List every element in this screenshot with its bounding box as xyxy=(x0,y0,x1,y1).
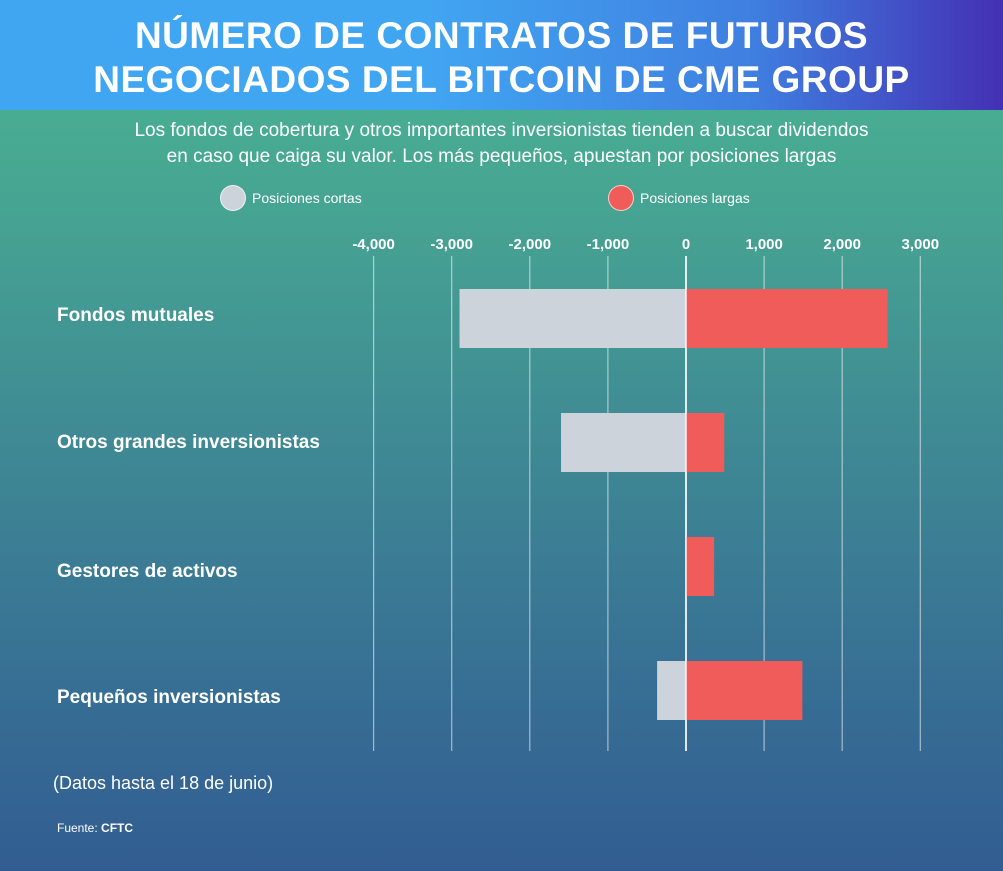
x-tick-label: 2,000 xyxy=(823,236,861,253)
chart-title: NÚMERO DE CONTRATOS DE FUTUROS NEGOCIADO… xyxy=(0,14,1003,102)
chart-subtitle: Los fondos de cobertura y otros importan… xyxy=(0,118,1003,170)
header-banner: NÚMERO DE CONTRATOS DE FUTUROS NEGOCIADO… xyxy=(0,0,1003,110)
bar-short xyxy=(561,413,686,472)
subtitle-line-2: en caso que caiga su valor. Los más pequ… xyxy=(166,146,837,167)
bar-long xyxy=(686,661,803,720)
legend-item-short: Posiciones cortas xyxy=(220,184,362,212)
bar-long xyxy=(686,413,725,472)
bar-short xyxy=(657,661,686,720)
category-label: Fondos mutuales xyxy=(57,305,215,326)
source-credit: Fuente: CFTC xyxy=(57,821,133,835)
title-line-2: NEGOCIADOS DEL BITCOIN DE CME GROUP xyxy=(93,59,910,100)
x-tick-label: -3,000 xyxy=(430,236,473,253)
legend-label-long: Posiciones largas xyxy=(640,190,750,206)
data-date-note: (Datos hasta el 18 de junio) xyxy=(53,773,274,793)
bar-long xyxy=(686,289,888,348)
category-label: Pequeños inversionistas xyxy=(57,687,281,708)
legend-swatch-short xyxy=(220,185,246,211)
x-tick-label: 0 xyxy=(682,236,690,253)
x-tick-label: -4,000 xyxy=(352,236,395,253)
x-tick-label: 3,000 xyxy=(902,236,940,253)
x-tick-label: -2,000 xyxy=(509,236,552,253)
legend-swatch-long xyxy=(608,185,634,211)
legend-label-short: Posiciones cortas xyxy=(252,190,362,206)
source-prefix: Fuente: xyxy=(57,821,98,835)
title-line-1: NÚMERO DE CONTRATOS DE FUTUROS xyxy=(134,15,869,56)
category-label: Gestores de activos xyxy=(57,561,238,582)
source-name: CFTC xyxy=(101,821,134,835)
category-label: Otros grandes inversionistas xyxy=(57,432,320,453)
bar-long xyxy=(686,537,715,596)
subtitle-line-1: Los fondos de cobertura y otros importan… xyxy=(134,120,869,141)
x-tick-label: 1,000 xyxy=(745,236,783,253)
bar-short xyxy=(459,289,686,348)
legend-item-long: Posiciones largas xyxy=(608,184,750,212)
x-tick-label: -1,000 xyxy=(587,236,630,253)
